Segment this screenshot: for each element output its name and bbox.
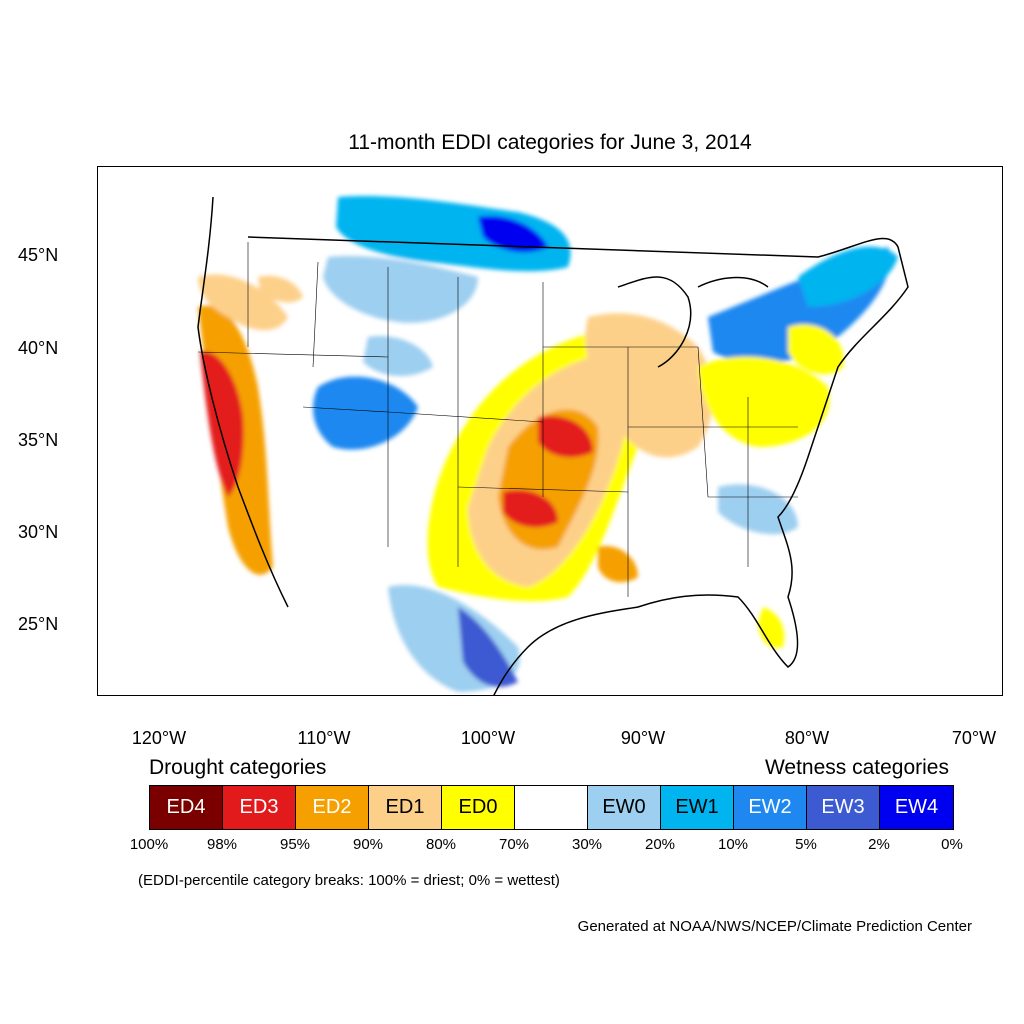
lon-label-90: 90°W	[620, 728, 666, 748]
percentile-break-label: 20%	[644, 836, 676, 853]
legend-box-ed0: ED0	[442, 786, 515, 829]
lon-label-120: 120°W	[131, 728, 187, 748]
percentile-break-label: 98%	[206, 836, 238, 853]
percentile-break-label: 30%	[571, 836, 603, 853]
wet-region-gulf	[458, 607, 518, 687]
lon-label-80: 80°W	[784, 728, 830, 748]
percentile-break-label: 95%	[279, 836, 311, 853]
lon-label-70: 70°W	[951, 728, 997, 748]
percentile-break-label: 5%	[795, 836, 817, 853]
wet-region-southeast	[718, 484, 798, 535]
drought-ed1-oregon	[198, 274, 288, 331]
lat-label-25: 25°N	[18, 614, 59, 634]
drought-ed0-ohio	[698, 356, 830, 447]
percentile-breaks: 100% 98% 95% 90% 80% 70% 30% 20% 10% 5% 2% 0%	[0, 836, 1024, 856]
drought-ed1-midwest	[585, 313, 713, 458]
lon-label-100: 100°W	[460, 728, 516, 748]
percentile-break-label: 10%	[717, 836, 749, 853]
legend-box-ed2: ED2	[296, 786, 369, 829]
credit-line: Generated at NOAA/NWS/NCEP/Climate Predi…	[577, 918, 972, 935]
drought-ed0-northeast	[788, 324, 844, 375]
wet-region-southwest	[313, 376, 418, 450]
legend-box-ed1: ED1	[369, 786, 442, 829]
wet-region-colorado	[363, 336, 433, 377]
wet-region-north-core	[478, 216, 548, 253]
category-note: (EDDI-percentile category breaks: 100% =…	[138, 872, 560, 889]
percentile-break-label: 90%	[352, 836, 384, 853]
percentile-break-label: 80%	[425, 836, 457, 853]
drought-ed3-california	[200, 351, 244, 497]
drought-ed0-florida	[758, 607, 785, 648]
legend-box-ed3: ED3	[223, 786, 296, 829]
wet-region-maine	[798, 246, 898, 307]
wetness-categories-heading: Wetness categories	[764, 756, 949, 779]
eddi-map	[197, 195, 909, 695]
percentile-break-label: 100%	[129, 836, 169, 853]
percentile-break-label: 0%	[941, 836, 963, 853]
drought-ed2-louisiana	[598, 546, 638, 583]
percentile-break-label: 70%	[498, 836, 530, 853]
lat-label-35: 35°N	[18, 430, 59, 450]
lat-label-45: 45°N	[18, 245, 59, 265]
legend-box-ew2: EW2	[734, 786, 807, 829]
coastlines	[197, 196, 909, 695]
lon-label-110: 110°W	[297, 728, 351, 748]
lat-label-40: 40°N	[18, 338, 59, 358]
drought-ed3-oklahoma	[503, 490, 558, 528]
state-borders	[197, 242, 798, 597]
legend-box-ew0: EW0	[588, 786, 661, 829]
drought-categories-heading: Drought categories	[149, 756, 327, 779]
legend-box-ew3: EW3	[807, 786, 880, 829]
legend-box-neutral	[515, 786, 588, 829]
lat-label-30: 30°N	[18, 522, 59, 542]
drought-ed3-kansas	[538, 416, 593, 458]
drought-ed1-idaho	[258, 275, 303, 303]
legend-box-ed4: ED4	[150, 786, 223, 829]
legend-box-ew1: EW1	[661, 786, 734, 829]
map-frame	[97, 166, 1003, 696]
map-title: 11-month EDDI categories for June 3, 201…	[348, 131, 752, 154]
wet-region-north	[336, 195, 571, 272]
category-legend: ED4 ED3 ED2 ED1 ED0 EW0 EW1 EW2 EW3 EW4	[149, 785, 954, 830]
legend-box-ew4: EW4	[880, 786, 953, 829]
percentile-break-label: 2%	[868, 836, 890, 853]
wet-region-plains	[323, 256, 478, 323]
